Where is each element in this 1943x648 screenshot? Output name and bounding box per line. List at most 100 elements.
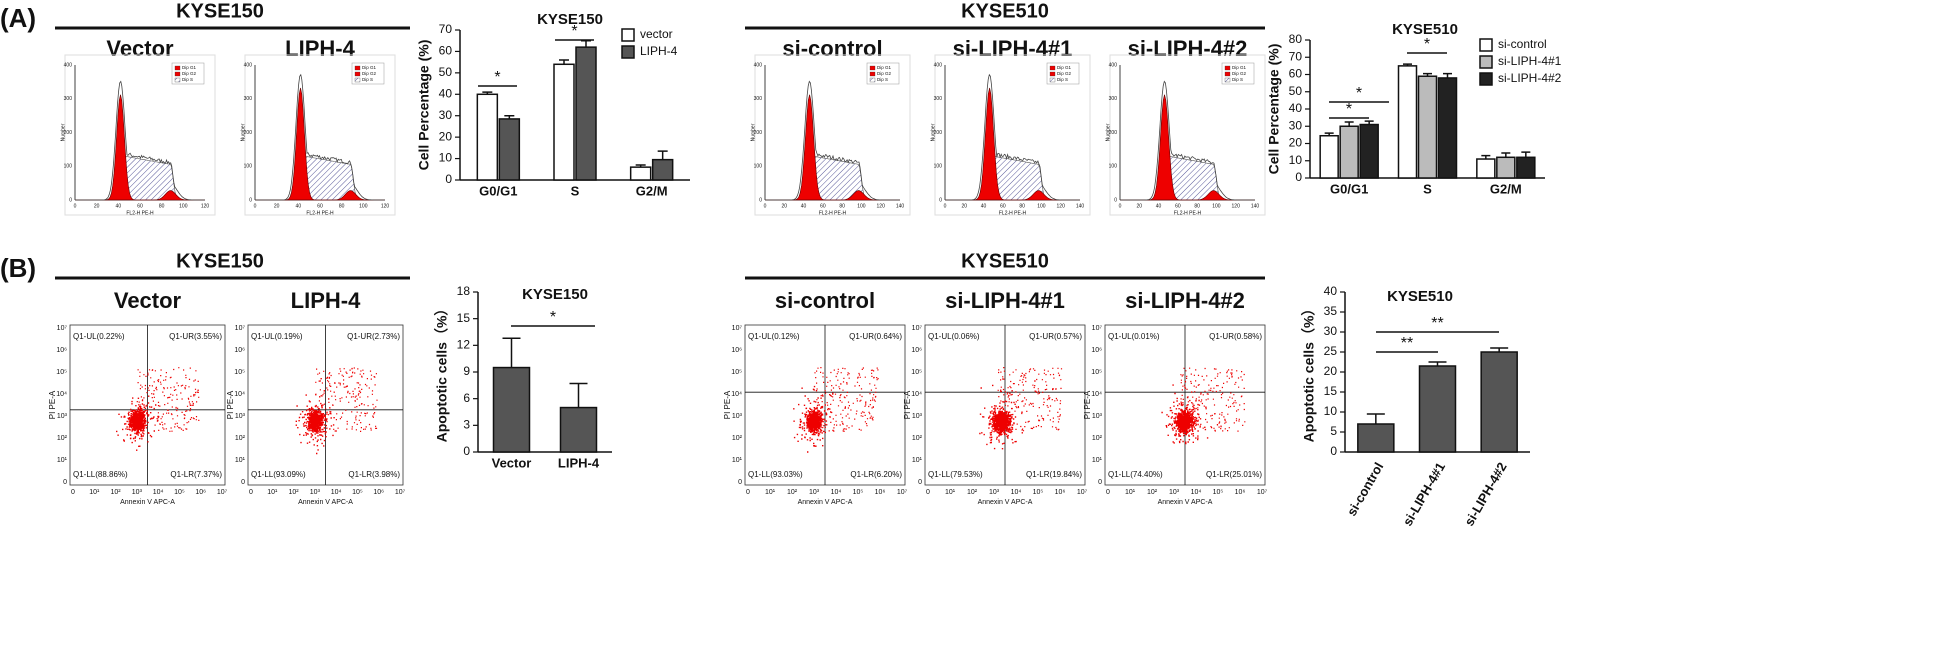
- phase-s: [255, 155, 385, 201]
- error-bar: [569, 382, 588, 408]
- x-tick-label: 10¹: [89, 489, 100, 496]
- y-tick-label: 0: [63, 479, 67, 486]
- x-tick-label: G2/M: [1490, 181, 1522, 196]
- y-tick-label: 10⁵: [1091, 369, 1102, 376]
- error-bar: [657, 150, 668, 160]
- plot-title: si-control: [775, 288, 875, 313]
- y-tick-label: 35: [1324, 304, 1338, 318]
- y-axis-label: Apoptotic cells（%）: [1301, 302, 1317, 443]
- y-tick-label: 400: [934, 62, 943, 68]
- y-tick-label: 10⁷: [57, 325, 68, 332]
- legend-swatch: [869, 65, 876, 71]
- x-tick-label: 20: [1137, 203, 1143, 209]
- bar: [575, 46, 597, 181]
- x-tick-label: 80: [1194, 203, 1200, 209]
- bar: [1319, 134, 1339, 179]
- x-tick-label: 140: [896, 203, 905, 209]
- x-tick-label: 10⁵: [1033, 489, 1044, 496]
- y-tick-label: 60: [1289, 67, 1303, 81]
- bar: [492, 366, 531, 453]
- x-tick-label: 10²: [787, 489, 798, 496]
- y-axis-label: Apoptotic cells（%）: [434, 302, 450, 443]
- x-tick-label: 20: [962, 203, 968, 209]
- quadrant-label: Q1-UL(0.12%): [748, 332, 800, 341]
- legend-swatch: [869, 77, 876, 83]
- x-tick-label: 60: [137, 203, 143, 209]
- y-tick-label: 0: [241, 479, 245, 486]
- x-axis-label: Annexin V APC-A: [978, 499, 1033, 506]
- quadrant-label: Q1-UR(0.64%): [849, 332, 902, 341]
- y-axis-label: Cell Percentage (%): [416, 40, 432, 171]
- group-title: KYSE510: [961, 250, 1049, 272]
- x-axis-label: FL2-H PE-H: [126, 210, 154, 216]
- plot-title: si-LIPH-4#2: [1125, 288, 1245, 313]
- legend-swatch: [174, 65, 181, 71]
- cell-dots: [295, 367, 378, 455]
- bar: [1480, 351, 1518, 453]
- y-tick-label: 10⁵: [731, 369, 742, 376]
- y-tick-label: 100: [934, 164, 943, 170]
- legend-swatch: [1224, 71, 1231, 77]
- x-tick-label: 10⁶: [195, 489, 206, 496]
- y-tick-label: 300: [64, 96, 73, 102]
- y-tick-label: 10⁷: [912, 325, 923, 332]
- x-tick-label: 10⁵: [853, 489, 864, 496]
- y-tick-label: 18: [457, 284, 471, 298]
- y-tick-label: 200: [934, 130, 943, 136]
- plot-title: si-control: [782, 36, 882, 61]
- error-bar: [504, 114, 515, 119]
- legend-swatch: [621, 28, 635, 42]
- y-tick-label: 30: [1289, 118, 1303, 132]
- x-tick-label: 100: [857, 203, 866, 209]
- legend-label: Dip S: [1232, 77, 1243, 82]
- phase-s: [1120, 155, 1255, 201]
- x-tick-label: 0: [249, 489, 253, 496]
- quadrant-label: Q1-UR(0.57%): [1029, 332, 1082, 341]
- x-axis-label: FL2-H PE-H: [819, 210, 847, 216]
- chart-title: KYSE150: [537, 11, 603, 28]
- y-tick-label: 10: [439, 151, 453, 165]
- y-tick-label: 400: [754, 62, 763, 68]
- significance-mark: **: [1401, 335, 1413, 352]
- error-bar: [581, 39, 591, 48]
- bar: [559, 406, 598, 453]
- legend-label: Dip G2: [362, 71, 377, 76]
- y-tick-label: 40: [1324, 284, 1338, 298]
- bar: [629, 166, 652, 181]
- y-tick-label: 100: [244, 164, 253, 170]
- chart-title: KYSE150: [522, 286, 588, 303]
- legend-swatch: [1049, 65, 1056, 71]
- y-tick-label: 10⁶: [1091, 347, 1102, 354]
- x-tick-label: 10⁴: [1011, 489, 1022, 496]
- y-tick-label: 20: [439, 129, 453, 143]
- x-tick-label: 0: [764, 203, 767, 209]
- y-tick-label: 10¹: [235, 457, 246, 464]
- quadrant-label: Q1-LR(19.84%): [1026, 470, 1082, 479]
- y-tick-label: 0: [738, 479, 742, 486]
- x-tick-label: 120: [877, 203, 886, 209]
- x-tick-label: 0: [944, 203, 947, 209]
- panel-label: (B): [0, 253, 36, 283]
- y-axis-label: Number: [930, 123, 936, 141]
- histogram-outline: [255, 73, 385, 201]
- x-tick-label: 10⁵: [352, 489, 363, 496]
- legend-swatch: [1049, 77, 1056, 83]
- x-tick-label: 40: [296, 203, 302, 209]
- y-tick-label: 15: [457, 311, 471, 325]
- histogram-outline: [1120, 80, 1255, 201]
- y-tick-label: 0: [1098, 479, 1102, 486]
- phase-s: [765, 155, 900, 201]
- quadrant-label: Q1-LR(6.20%): [850, 470, 902, 479]
- y-tick-label: 0: [1114, 197, 1117, 203]
- x-tick-label: 10²: [111, 489, 122, 496]
- y-tick-label: 10⁴: [1091, 391, 1102, 398]
- y-tick-label: 20: [1324, 364, 1338, 378]
- y-tick-label: 10³: [912, 413, 923, 420]
- y-tick-label: 60: [439, 44, 453, 58]
- x-tick-label: 10⁷: [1077, 489, 1088, 496]
- panel-label: (A): [0, 3, 36, 33]
- x-tick-label: 10³: [310, 489, 321, 496]
- y-tick-label: 0: [1295, 170, 1302, 184]
- error-bar: [1403, 63, 1412, 66]
